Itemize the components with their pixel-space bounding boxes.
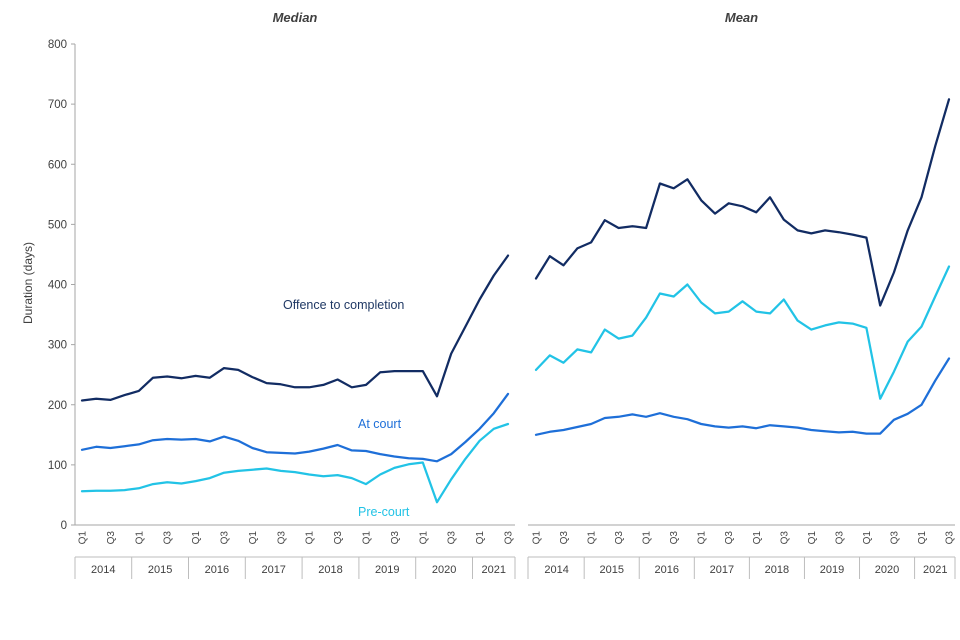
x-tick-label-year: 2014 [91, 564, 115, 576]
x-tick-label-quarter: Q1 [134, 531, 145, 545]
x-tick-label-year: 2020 [432, 564, 456, 576]
y-tick-label: 200 [48, 400, 67, 412]
x-tick-label-year: 2017 [710, 564, 734, 576]
y-tick-label: 0 [61, 520, 67, 532]
x-tick-label-quarter: Q3 [559, 531, 570, 545]
x-tick-label-year: 2021 [923, 564, 947, 576]
x-tick-label-quarter: Q1 [362, 531, 373, 545]
x-tick-label-quarter: Q1 [917, 531, 928, 545]
x-tick-label-quarter: Q1 [78, 531, 89, 545]
x-tick-label-quarter: Q3 [390, 531, 401, 545]
x-tick-label-quarter: Q1 [752, 531, 763, 545]
panel-title-median: Median [272, 10, 318, 25]
series-label-pre-court: Pre-court [358, 505, 410, 519]
x-tick-label-quarter: Q3 [779, 531, 790, 545]
x-tick-label-year: 2018 [318, 564, 342, 576]
x-tick-label-year: 2019 [820, 564, 844, 576]
x-tick-label-quarter: Q3 [834, 531, 845, 545]
x-tick-label-quarter: Q3 [276, 531, 287, 545]
x-tick-label-year: 2018 [765, 564, 789, 576]
panel-median: 0 100 200 300 400 500 600 700 800 Q1 Q3 Q1 Q3 Q1 Q3 Q1 Q… [48, 39, 516, 579]
y-tick-label: 100 [48, 460, 67, 472]
x-tick-label-year: 2019 [375, 564, 399, 576]
x-tick-label-quarter: Q3 [889, 531, 900, 545]
series-line-pre-court [534, 265, 951, 400]
x-tick-label-quarter: Q1 [305, 531, 316, 545]
y-tick-label: 300 [48, 340, 67, 352]
x-tick-label-quarter: Q1 [862, 531, 873, 545]
x-tick-label-quarter: Q1 [697, 531, 708, 545]
x-tick-label-quarter: Q3 [669, 531, 680, 545]
x-tick-label-quarter: Q1 [532, 531, 543, 545]
x-tick-label-quarter: Q1 [587, 531, 598, 545]
y-tick-label: 600 [48, 159, 67, 171]
x-tick-label-year: 2021 [482, 564, 506, 576]
x-tick-label-year: 2015 [599, 564, 623, 576]
x-tick-label-quarter: Q3 [945, 531, 956, 545]
x-tick-label-quarter: Q3 [447, 531, 458, 545]
x-tick-label-year: 2014 [544, 564, 568, 576]
series-line-at-court [534, 357, 951, 436]
series-label-at-court: At court [358, 417, 402, 431]
y-axis-label: Duration (days) [21, 241, 35, 325]
x-tick-label-year: 2020 [875, 564, 899, 576]
x-tick-label-quarter: Q1 [642, 531, 653, 545]
x-tick-label-quarter: Q1 [191, 531, 202, 545]
x-tick-label-quarter: Q3 [724, 531, 735, 545]
panel-title-mean: Mean [724, 10, 759, 25]
series-line-pre-court [80, 422, 510, 504]
series-line-at-court [80, 392, 510, 463]
x-tick-label-year: 2016 [205, 564, 229, 576]
y-tick-label: 500 [48, 219, 67, 231]
series-label-offence-to-completion: Offence to completion [283, 298, 405, 312]
x-tick-label-quarter: Q3 [106, 531, 117, 545]
y-tick-label: 800 [48, 39, 67, 51]
x-tick-label-quarter: Q1 [475, 531, 486, 545]
x-tick-label-quarter: Q3 [163, 531, 174, 545]
series-line-offence-to-completion [534, 98, 951, 307]
series-line-offence-to-completion [80, 254, 510, 402]
x-tick-label-quarter: Q1 [807, 531, 818, 545]
y-tick-label: 400 [48, 280, 67, 292]
x-tick-label-quarter: Q1 [248, 531, 259, 545]
panel-mean: Q1 Q3 Q1 Q3 Q1 Q3 Q1 Q3 Q1 Q3 Q1 Q3 Q1 Q3 Q1 Q3 2014 2015… [527, 98, 956, 579]
x-tick-label-year: 2015 [148, 564, 172, 576]
y-tick-label: 700 [48, 99, 67, 111]
x-tick-label-quarter: Q3 [504, 531, 515, 545]
x-tick-label-year: 2016 [655, 564, 679, 576]
x-tick-label-quarter: Q1 [418, 531, 429, 545]
x-tick-label-quarter: Q3 [333, 531, 344, 545]
x-tick-label-quarter: Q3 [220, 531, 231, 545]
x-tick-label-quarter: Q3 [614, 531, 625, 545]
x-tick-label-year: 2017 [261, 564, 285, 576]
